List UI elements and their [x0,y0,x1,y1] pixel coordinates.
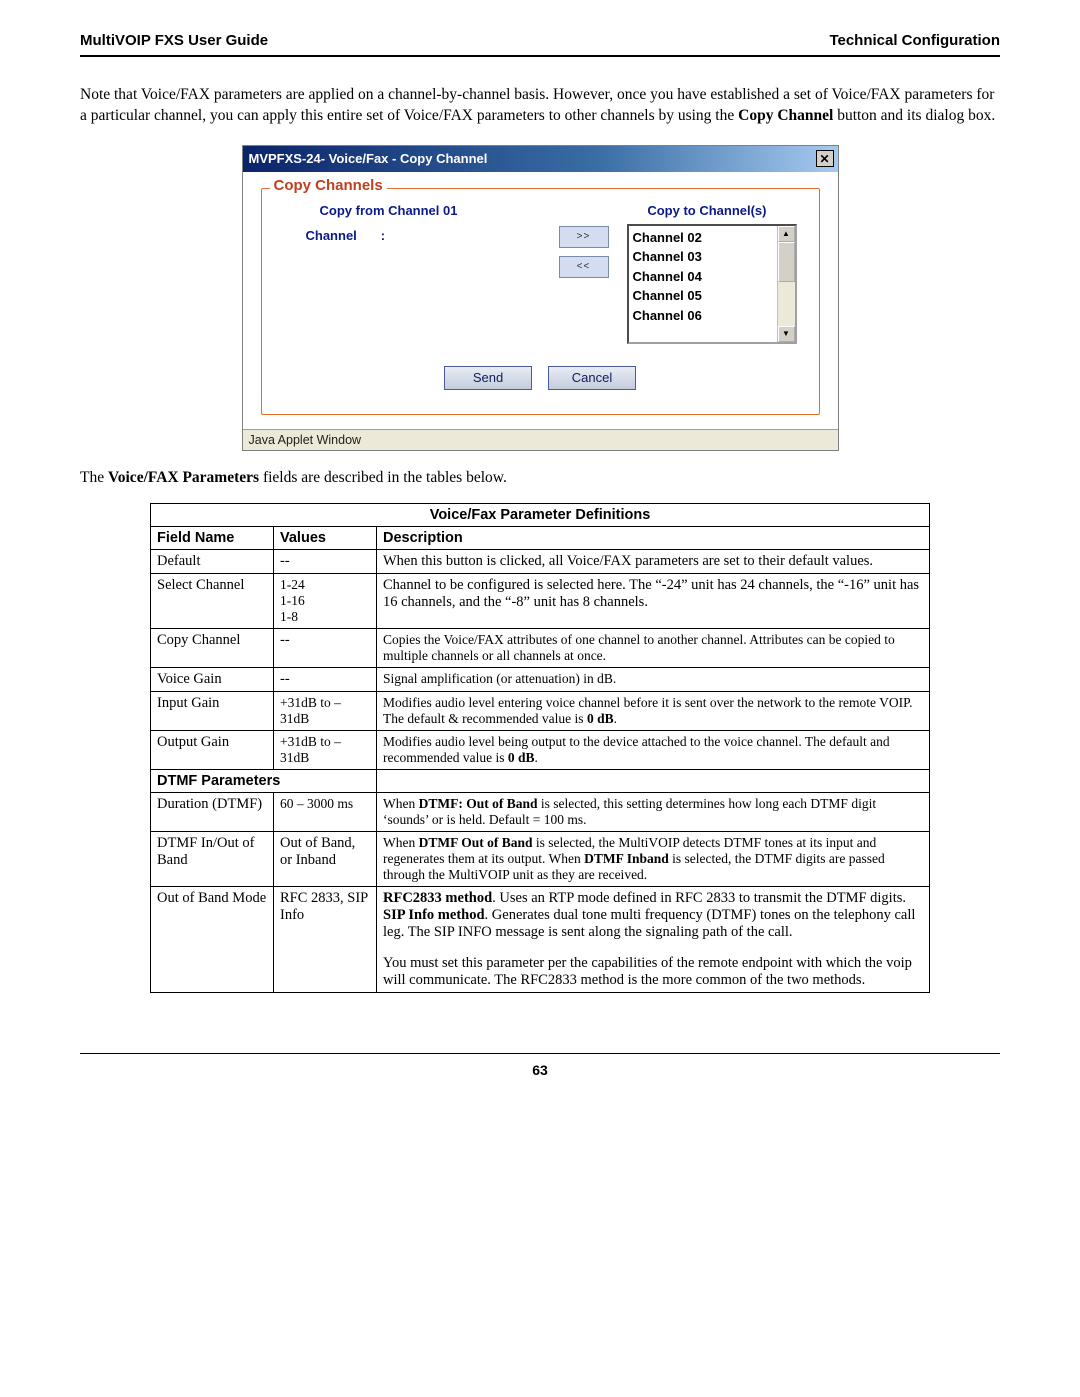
col-header-field: Field Name [151,526,274,549]
values-cell: RFC 2833, SIP Info [274,886,377,992]
section-header: DTMF Parameters [151,769,377,792]
copy-channels-fieldset: Copy Channels Copy from Channel 01 Copy … [261,188,820,415]
page-header-left: MultiVOIP FXS User Guide [80,32,268,49]
channel-label-text: Channel [306,228,357,243]
close-icon[interactable]: ✕ [816,150,834,167]
channel-label: Channel : [306,228,386,243]
dialog-title: MVPFXS-24- Voice/Fax - Copy Channel [249,151,816,166]
description-cell: Modifies audio level being output to the… [377,730,930,769]
copy-from-label: Copy from Channel 01 [320,203,458,218]
remove-channel-button[interactable]: << [559,256,609,278]
scroll-down-button[interactable]: ▼ [778,326,795,342]
field-name-cell: Default [151,549,274,573]
section-header-empty [377,769,930,792]
field-name-cell: Select Channel [151,573,274,628]
values-cell: -- [274,549,377,573]
description-cell: Channel to be configured is selected her… [377,573,930,628]
list-item[interactable]: Channel 05 [633,286,773,306]
page-number: 63 [80,1053,1000,1078]
dialog-statusbar: Java Applet Window [243,429,838,450]
col-header-values: Values [274,526,377,549]
field-name-cell: Out of Band Mode [151,886,274,992]
values-cell: +31dB to –31dB [274,691,377,730]
field-name-cell: Copy Channel [151,628,274,667]
copy-to-label: Copy to Channel(s) [647,203,766,218]
description-cell: When DTMF Out of Band is selected, the M… [377,831,930,886]
send-button[interactable]: Send [444,366,532,390]
add-channel-button[interactable]: >> [559,226,609,248]
values-cell: -- [274,628,377,667]
field-name-cell: Input Gain [151,691,274,730]
field-name-cell: Voice Gain [151,667,274,691]
copy-channel-dialog: MVPFXS-24- Voice/Fax - Copy Channel ✕ Co… [242,145,839,451]
description-text-2: You must set this parameter per the capa… [383,955,923,989]
values-cell: -- [274,667,377,691]
fieldset-legend: Copy Channels [270,177,387,194]
col-header-desc: Description [377,526,930,549]
description-cell: When DTMF: Out of Band is selected, this… [377,792,930,831]
description-cell: Modifies audio level entering voice chan… [377,691,930,730]
values-cell: Out of Band, or Inband [274,831,377,886]
scroll-thumb[interactable] [778,242,795,282]
channel-listbox[interactable]: Channel 02 Channel 03 Channel 04 Channel… [627,224,797,344]
parameter-definitions-table: Voice/Fax Parameter Definitions Field Na… [150,503,930,993]
description-cell: When this button is clicked, all Voice/F… [377,549,930,573]
field-name-cell: Duration (DTMF) [151,792,274,831]
table-intro-text: The Voice/FAX Parameters fields are desc… [80,469,1000,487]
list-item[interactable]: Channel 03 [633,247,773,267]
description-cell: Signal amplification (or attenuation) in… [377,667,930,691]
listbox-scrollbar[interactable]: ▲ ▼ [777,226,795,342]
intro-paragraph: Note that Voice/FAX parameters are appli… [80,85,1000,127]
list-item[interactable]: Channel 04 [633,267,773,287]
channel-colon: : [381,228,385,243]
values-cell: 1-241-161-8 [274,573,377,628]
description-text: RFC2833 method. Uses an RTP mode defined… [383,890,915,940]
page-header-right: Technical Configuration [829,32,1000,49]
scroll-up-button[interactable]: ▲ [778,226,795,242]
description-cell: Copies the Voice/FAX attributes of one c… [377,628,930,667]
list-item[interactable]: Channel 02 [633,228,773,248]
values-cell: 60 – 3000 ms [274,792,377,831]
list-item[interactable]: Channel 06 [633,306,773,326]
cancel-button[interactable]: Cancel [548,366,636,390]
dialog-titlebar: MVPFXS-24- Voice/Fax - Copy Channel ✕ [243,146,838,172]
field-name-cell: Output Gain [151,730,274,769]
description-cell: RFC2833 method. Uses an RTP mode defined… [377,886,930,992]
table-title: Voice/Fax Parameter Definitions [151,503,930,526]
field-name-cell: DTMF In/Out of Band [151,831,274,886]
values-cell: +31dB to –31dB [274,730,377,769]
